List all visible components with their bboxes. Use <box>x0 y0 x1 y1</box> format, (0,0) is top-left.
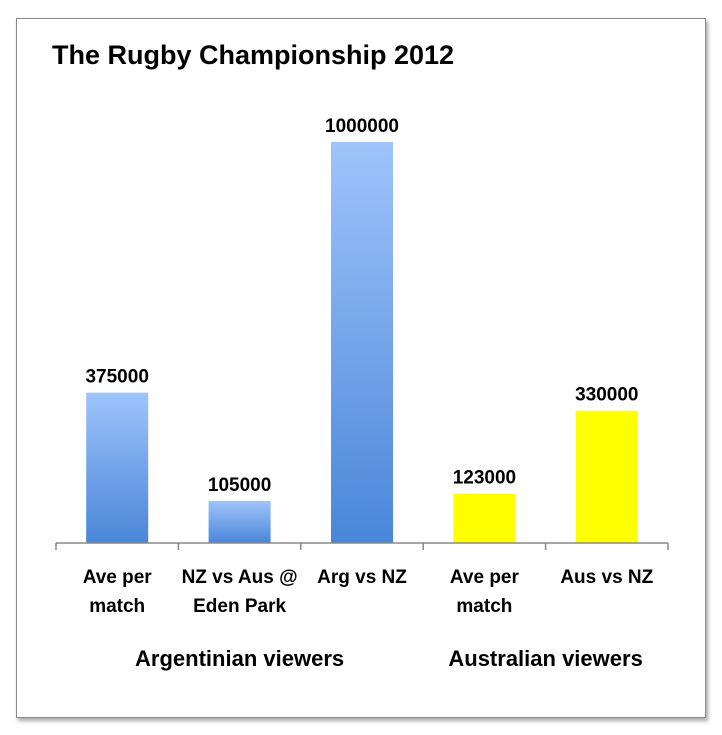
group-label-1: Australian viewers <box>448 646 642 671</box>
category-label-1-line-0: NZ vs Aus @ <box>182 567 298 588</box>
bar-2 <box>331 142 393 543</box>
bar-0 <box>86 392 149 543</box>
category-label-0-line-1: match <box>89 596 145 617</box>
value-label-0: 375000 <box>85 367 148 388</box>
category-label-1-line-1: Eden Park <box>193 596 286 617</box>
value-label-3: 123000 <box>453 468 516 489</box>
value-label-2: 1000000 <box>325 116 399 137</box>
category-label-0-line-0: Ave per <box>83 567 153 588</box>
category-label-4-line-0: Aus vs NZ <box>560 567 653 588</box>
group-label-0: Argentinian viewers <box>135 646 344 671</box>
category-label-3-line-0: Ave per <box>450 567 520 588</box>
category-label-2-line-0: Arg vs NZ <box>317 567 407 588</box>
bar-3 <box>453 493 516 543</box>
value-label-1: 105000 <box>208 475 271 496</box>
category-label-3-line-1: match <box>456 596 512 617</box>
bar-1 <box>208 500 271 543</box>
value-label-4: 330000 <box>575 385 638 406</box>
bar-4 <box>575 410 638 543</box>
chart-title: The Rugby Championship 2012 <box>52 40 454 70</box>
